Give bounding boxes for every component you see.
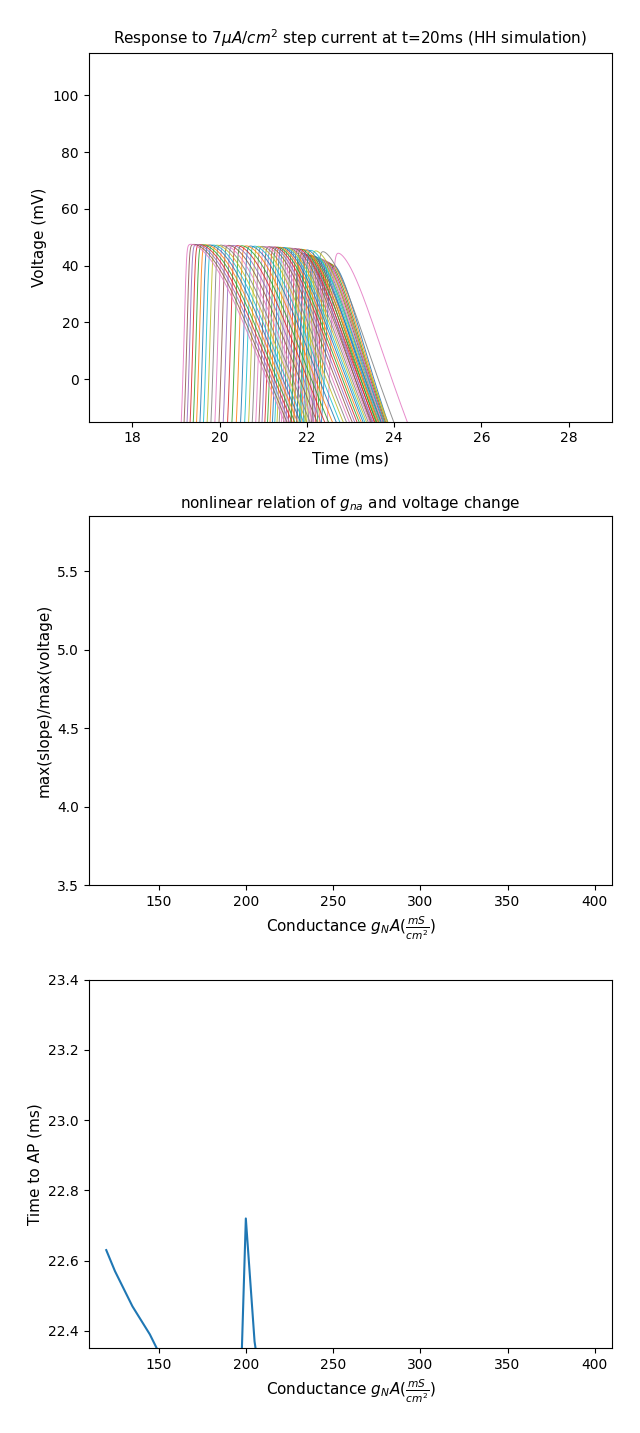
X-axis label: Conductance $g_NA(\frac{mS}{cm^2})$: Conductance $g_NA(\frac{mS}{cm^2})$	[266, 1377, 435, 1406]
Y-axis label: Time to AP (ms): Time to AP (ms)	[28, 1103, 43, 1225]
Title: Response to $7\mu A/cm^2$ step current at t=20ms (HH simulation): Response to $7\mu A/cm^2$ step current a…	[113, 27, 588, 50]
Y-axis label: max(slope)/max(voltage): max(slope)/max(voltage)	[36, 605, 52, 797]
Title: nonlinear relation of $g_{na}$ and voltage change: nonlinear relation of $g_{na}$ and volta…	[180, 494, 521, 513]
Y-axis label: Voltage (mV): Voltage (mV)	[32, 188, 47, 287]
X-axis label: Conductance $g_NA(\frac{mS}{cm^2})$: Conductance $g_NA(\frac{mS}{cm^2})$	[266, 914, 435, 941]
X-axis label: Time (ms): Time (ms)	[312, 451, 389, 466]
